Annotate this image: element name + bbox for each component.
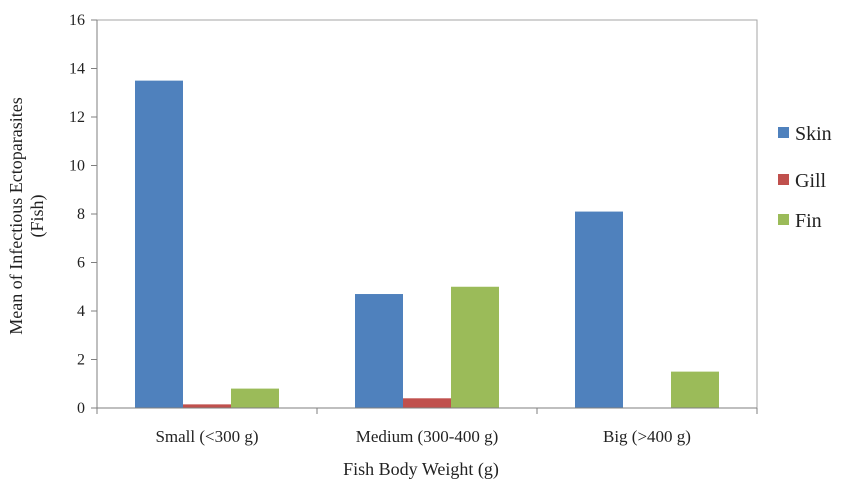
bar-fin bbox=[671, 371, 719, 408]
plot-area-border bbox=[96, 19, 758, 409]
x-tick-label: Small (<300 g) bbox=[155, 427, 258, 446]
y-axis-title-line-2: (Fish) bbox=[27, 194, 48, 237]
bar-fin bbox=[231, 388, 279, 408]
x-axis-title: Fish Body Weight (g) bbox=[343, 459, 499, 480]
legend-label-skin: Skin bbox=[795, 123, 832, 145]
legend-label-fin: Fin bbox=[795, 210, 822, 232]
y-tick-label: 10 bbox=[69, 158, 85, 175]
bar-skin bbox=[575, 211, 623, 408]
y-tick-label: 6 bbox=[77, 255, 85, 272]
bar-gill bbox=[403, 398, 451, 408]
axes-layer bbox=[91, 19, 758, 414]
y-tick-labels: 0 2 4 6 8 10 12 14 16 bbox=[69, 12, 85, 417]
bar-skin bbox=[355, 294, 403, 408]
y-tick-label: 14 bbox=[69, 61, 85, 78]
legend-swatch-gill bbox=[778, 174, 789, 185]
y-tick-label: 12 bbox=[69, 109, 85, 126]
legend-swatch-fin bbox=[778, 214, 789, 225]
x-tick-label: Big (>400 g) bbox=[603, 427, 691, 446]
x-tick-label: Medium (300-400 g) bbox=[356, 427, 499, 446]
legend: Skin Gill Fin bbox=[778, 123, 832, 232]
legend-label-gill: Gill bbox=[795, 170, 827, 192]
bar-fin bbox=[451, 286, 499, 408]
bar-skin bbox=[135, 80, 183, 408]
bars-layer bbox=[135, 80, 719, 408]
bar-gill bbox=[183, 404, 231, 408]
y-tick-label: 8 bbox=[77, 206, 85, 223]
y-axis-title-line-1: Mean of Infectious Ectoparasites bbox=[6, 97, 26, 334]
y-tick-label: 2 bbox=[77, 352, 85, 369]
y-tick-label: 16 bbox=[69, 12, 85, 29]
legend-swatch-skin bbox=[778, 127, 789, 138]
y-tick-label: 0 bbox=[77, 400, 85, 417]
y-axis-title: Mean of Infectious Ectoparasites (Fish) bbox=[6, 97, 48, 334]
y-tick-label: 4 bbox=[77, 303, 85, 320]
x-tick-labels: Small (<300 g) Medium (300-400 g) Big (>40… bbox=[155, 427, 691, 446]
